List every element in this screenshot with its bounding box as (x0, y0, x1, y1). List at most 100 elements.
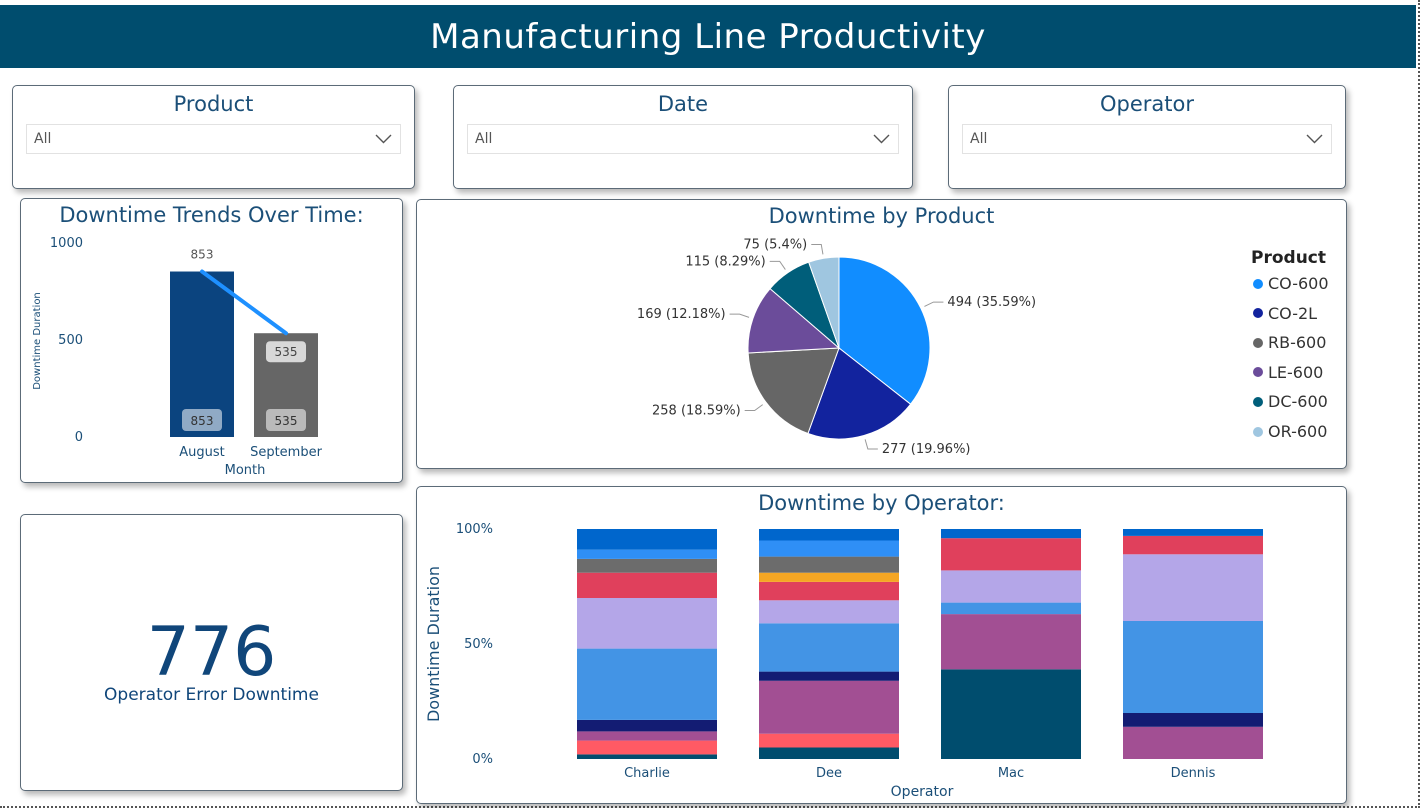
stacked-bar-segment[interactable] (1123, 535, 1263, 555)
stacked-bar-segment[interactable] (759, 623, 899, 672)
x-tick-label: Charlie (624, 766, 670, 781)
kpi-value: 776 (146, 613, 277, 692)
stacked-bar-segment[interactable] (759, 572, 899, 582)
stacked-bar-segment[interactable] (577, 719, 717, 732)
y-tick-label: 50% (464, 637, 493, 652)
date-dropdown[interactable]: All (467, 124, 899, 154)
legend-marker (1253, 337, 1263, 348)
downtime-trend-chart: 1000 500 0 Downtime Duration 853 August 535 Sep… (32, 236, 323, 478)
stacked-bar-segment[interactable] (759, 680, 899, 734)
legend-marker (1253, 426, 1263, 437)
legend-item[interactable]: CO-600 (1253, 274, 1329, 293)
legend-item[interactable]: LE-600 (1253, 363, 1323, 382)
stacked-bar-segment[interactable] (759, 747, 899, 760)
pie-slice[interactable] (747, 347, 840, 435)
legend-item[interactable]: DC-600 (1253, 392, 1328, 411)
stacked-bar-segment[interactable] (759, 581, 899, 601)
downtime-by-operator-card: Downtime by Operator: 100% 50% 0% Downtime … (416, 486, 1347, 804)
legend-marker (1253, 396, 1263, 407)
legend-marker (1253, 367, 1263, 378)
product-dropdown[interactable]: All (26, 124, 401, 154)
pie-leader-line (744, 404, 764, 412)
chevron-down-icon (375, 134, 392, 144)
stacked-bar-segment[interactable] (759, 540, 899, 557)
operator-dropdown[interactable]: All (962, 124, 1332, 154)
stacked-bar-segment[interactable] (577, 529, 717, 550)
stacked-bar-segment[interactable] (759, 529, 899, 541)
downtime-trend-card: Downtime Trends Over Time: 1000 500 0 Downt… (20, 198, 403, 483)
pie-data-label: 277 (19.96%) (882, 442, 971, 457)
stacked-bar-segment[interactable] (759, 600, 899, 624)
stacked-bar-segment[interactable] (577, 572, 717, 598)
bar-data-label: 853 (191, 414, 214, 428)
legend-item[interactable]: CO-2L (1253, 304, 1317, 323)
stacked-bar-segment[interactable] (1123, 529, 1263, 536)
pie-slice[interactable] (808, 256, 840, 349)
pie-data-label: 494 (35.59%) (947, 295, 1036, 310)
stacked-bar-segment[interactable] (577, 740, 717, 755)
stacked-bar-segment[interactable] (577, 754, 717, 759)
pie-data-label: 115 (8.29%) (685, 254, 765, 269)
stacked-bar-segment[interactable] (577, 648, 717, 720)
x-tick-label: Dennis (1171, 766, 1216, 781)
pie-leader-line (729, 313, 750, 318)
stacked-bar-segment[interactable] (1123, 726, 1263, 759)
stacked-bar-segment[interactable] (941, 602, 1081, 615)
x-tick-label: Mac (998, 766, 1024, 781)
x-tick-label: Dee (816, 766, 842, 781)
legend-label: OR-600 (1268, 422, 1328, 441)
stacked-bar-segment[interactable] (1123, 554, 1263, 621)
y-axis-label: Downtime Duration (32, 292, 43, 390)
legend-item[interactable]: OR-600 (1253, 422, 1327, 441)
stacked-bar-segment[interactable] (577, 731, 717, 741)
product-slicer: Product All (12, 85, 415, 189)
downtime-by-product-title: Downtime by Product (768, 204, 995, 228)
stacked-bar-segment[interactable] (577, 598, 717, 649)
legend-label: LE-600 (1268, 362, 1324, 382)
product-dropdown-value: All (34, 131, 52, 147)
report-title: Manufacturing Line Productivity (430, 16, 986, 57)
legend-marker (1253, 308, 1263, 319)
pie-leader-line (769, 260, 786, 270)
downtime-by-product-card: Downtime by Product 494 (35.59%) 277 (19.… (416, 199, 1347, 469)
bar-data-label: 535 (275, 414, 298, 428)
y-tick-label: 0 (75, 430, 83, 445)
pie-leader-line (864, 439, 878, 450)
pie-legend-title: Product (1251, 248, 1326, 268)
trend-line[interactable] (200, 269, 288, 336)
date-slicer-title: Date (657, 92, 709, 116)
pie-slice[interactable] (747, 287, 841, 354)
downtime-by-operator-title: Downtime by Operator: (758, 491, 1005, 515)
stacked-bar-segment[interactable] (1123, 713, 1263, 727)
stacked-bar-segment[interactable] (759, 733, 899, 748)
stacked-bar-segment[interactable] (577, 558, 717, 573)
x-axis-label: Month (225, 463, 266, 478)
downtime-by-product-chart: 494 (35.59%) 277 (19.96%) 258 (18.59%) 169 … (637, 238, 1036, 457)
stacked-bar-segment[interactable] (941, 529, 1081, 539)
stacked-bar-segment[interactable] (759, 556, 899, 573)
kpi-label: Operator Error Downtime (104, 685, 319, 705)
y-tick-label: 1000 (50, 236, 83, 251)
legend-marker (1253, 278, 1263, 289)
stacked-bar-segment[interactable] (941, 570, 1081, 603)
pie-slice[interactable] (838, 256, 931, 405)
date-slicer: Date All (453, 85, 913, 189)
x-tick-label: September (250, 445, 323, 460)
y-axis-label: Downtime Duration (424, 566, 443, 722)
bar-data-label-box (266, 409, 306, 431)
legend-item[interactable]: RB-600 (1253, 333, 1326, 352)
pie-data-label: 75 (5.4%) (743, 238, 807, 253)
stacked-bar-segment[interactable] (941, 614, 1081, 670)
stacked-bar-segment[interactable] (759, 671, 899, 681)
stacked-bar-segment[interactable] (941, 669, 1081, 759)
date-dropdown-value: All (475, 131, 493, 147)
stacked-bar-segment[interactable] (1123, 621, 1263, 713)
chevron-down-icon (873, 134, 890, 144)
y-tick-label: 500 (58, 333, 83, 348)
stacked-bar-segment[interactable] (941, 538, 1081, 571)
legend-label: CO-2L (1268, 303, 1318, 323)
stacked-bar-segment[interactable] (577, 549, 717, 559)
y-tick-label: 100% (456, 522, 493, 537)
downtime-trend-title: Downtime Trends Over Time: (59, 203, 364, 227)
pie-slice[interactable] (807, 347, 912, 440)
